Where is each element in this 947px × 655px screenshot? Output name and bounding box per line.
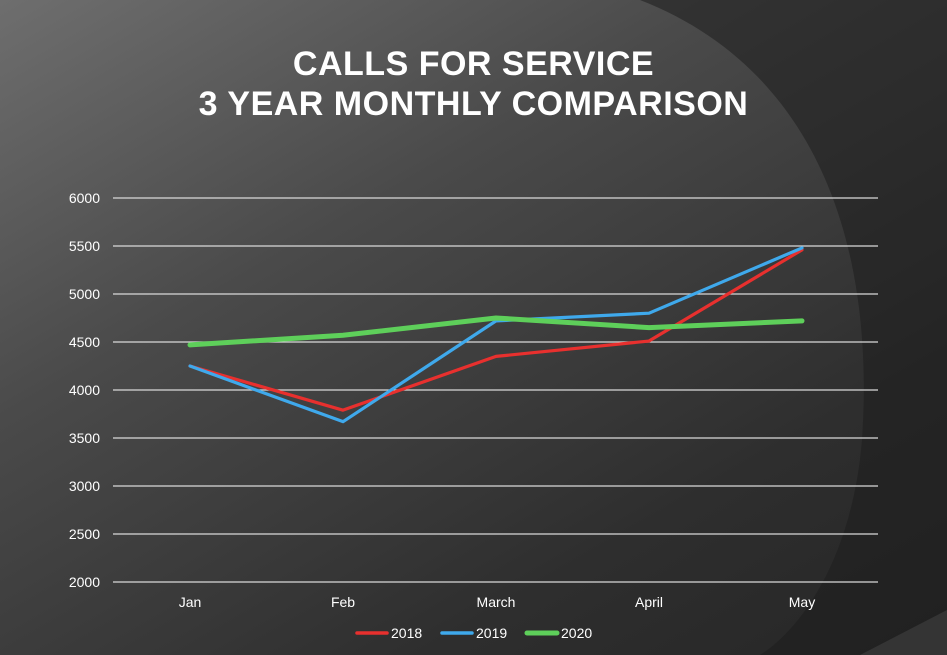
series-line-2018 <box>188 248 804 412</box>
legend-label-2020: 2020 <box>561 625 592 641</box>
y-tick-label: 4000 <box>69 382 100 398</box>
chart-title-line-1: CALLS FOR SERVICE <box>292 45 655 83</box>
x-tick-label: Jan <box>179 594 202 610</box>
y-tick-label: 5500 <box>69 238 100 254</box>
y-tick-label: 4500 <box>69 334 100 350</box>
y-tick-label: 2000 <box>69 574 100 590</box>
y-tick-label: 2500 <box>69 526 100 542</box>
x-tick-label: May <box>789 594 815 610</box>
legend-label-2018: 2018 <box>391 625 422 641</box>
chart-title: CALLS FOR SERVICE 3 YEAR MONTHLY COMPARI… <box>0 44 947 124</box>
series-line-2019 <box>188 246 804 424</box>
x-tick-label: Feb <box>331 594 355 610</box>
x-tick-label: April <box>635 594 663 610</box>
y-tick-label: 5000 <box>69 286 100 302</box>
x-tick-label: March <box>477 594 516 610</box>
y-tick-label: 6000 <box>69 190 100 206</box>
chart-title-line-2: 3 YEAR MONTHLY COMPARISON <box>198 85 749 123</box>
y-tick-label: 3000 <box>69 478 100 494</box>
series-line-2020 <box>187 315 805 348</box>
y-tick-label: 3500 <box>69 430 100 446</box>
legend-label-2019: 2019 <box>476 625 507 641</box>
